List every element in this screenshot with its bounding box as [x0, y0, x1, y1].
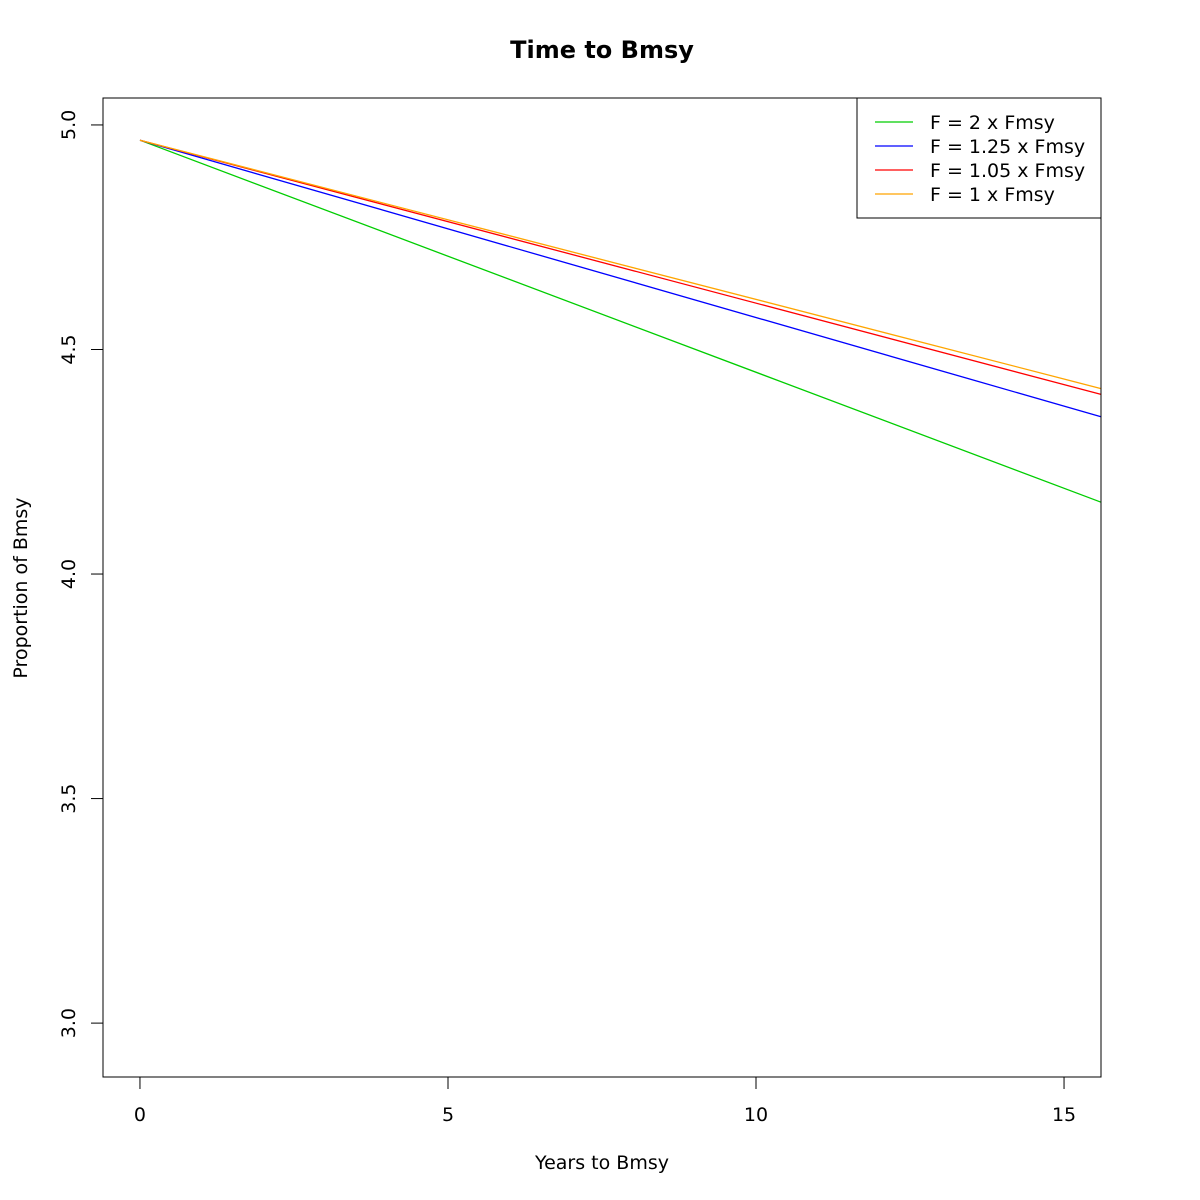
y-axis-label: Proportion of Bmsy [10, 497, 32, 678]
x-tick-label: 5 [442, 1104, 454, 1126]
series-lines [139, 139, 1102, 503]
y-tick-label: 3.0 [58, 1008, 80, 1038]
x-tick-label: 15 [1052, 1104, 1076, 1126]
series-line-4 [139, 139, 1102, 390]
y-tick-label: 4.0 [58, 559, 80, 589]
x-tick-label: 10 [744, 1104, 768, 1126]
legend-label-4: F = 1 x Fmsy [930, 184, 1055, 206]
x-axis-label: Years to Bmsy [534, 1152, 669, 1174]
y-axis: 3.0 3.5 4.0 4.5 5.0 [58, 110, 104, 1038]
y-tick-label: 4.5 [58, 334, 80, 364]
y-tick-label: 5.0 [58, 110, 80, 140]
legend-label-3: F = 1.05 x Fmsy [930, 160, 1085, 182]
series-line-1 [139, 139, 1102, 503]
legend-label-2: F = 1.25 x Fmsy [930, 136, 1085, 158]
plot-frame [102, 97, 1102, 1078]
legend-label-1: F = 2 x Fmsy [930, 112, 1055, 134]
x-axis: 0 5 10 15 [134, 1076, 1076, 1126]
chart-title: Time to Bmsy [510, 36, 694, 64]
series-line-3 [139, 139, 1102, 396]
series-line-2 [139, 139, 1102, 418]
legend-box [856, 97, 1102, 219]
x-tick-label: 0 [134, 1104, 146, 1126]
y-tick-label: 3.5 [58, 783, 80, 813]
